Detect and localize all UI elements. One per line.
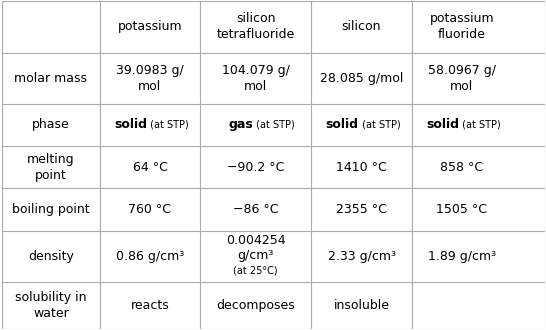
Text: melting
point: melting point: [27, 153, 75, 182]
Text: (at STP): (at STP): [147, 120, 189, 130]
Text: 28.085 g/mol: 28.085 g/mol: [320, 72, 403, 85]
Text: gas: gas: [228, 118, 253, 131]
Text: 2355 °C: 2355 °C: [336, 203, 387, 216]
Text: 760 °C: 760 °C: [128, 203, 171, 216]
Text: molar mass: molar mass: [14, 72, 87, 85]
Text: boiling point: boiling point: [12, 203, 90, 216]
Text: density: density: [28, 250, 74, 263]
Text: 39.0983 g/
mol: 39.0983 g/ mol: [116, 64, 184, 93]
Text: solid: solid: [114, 118, 147, 131]
Text: (at STP): (at STP): [253, 120, 295, 130]
Text: solubility in
water: solubility in water: [15, 291, 87, 320]
Text: potassium
fluoride: potassium fluoride: [430, 13, 494, 42]
Text: (at 25°C): (at 25°C): [234, 266, 278, 276]
Text: (at STP): (at STP): [459, 120, 501, 130]
Text: −90.2 °C: −90.2 °C: [227, 161, 284, 174]
Text: 104.079 g/
mol: 104.079 g/ mol: [222, 64, 290, 93]
Text: potassium: potassium: [117, 20, 182, 33]
Text: decomposes: decomposes: [216, 299, 295, 312]
Text: 58.0967 g/
mol: 58.0967 g/ mol: [428, 64, 496, 93]
Text: 858 °C: 858 °C: [440, 161, 483, 174]
Text: (at STP): (at STP): [359, 120, 401, 130]
Text: 64 °C: 64 °C: [133, 161, 168, 174]
Text: 0.86 g/cm³: 0.86 g/cm³: [116, 250, 184, 263]
Text: −86 °C: −86 °C: [233, 203, 278, 216]
Text: reacts: reacts: [130, 299, 169, 312]
Text: silicon
tetrafluoride: silicon tetrafluoride: [217, 13, 295, 42]
Text: solid: solid: [326, 118, 359, 131]
Text: 0.004254
g/cm³: 0.004254 g/cm³: [226, 234, 286, 262]
Text: phase: phase: [32, 118, 70, 131]
Text: 1410 °C: 1410 °C: [336, 161, 387, 174]
Text: silicon: silicon: [342, 20, 381, 33]
Text: solid: solid: [426, 118, 459, 131]
Text: 1505 °C: 1505 °C: [436, 203, 488, 216]
Text: insoluble: insoluble: [334, 299, 389, 312]
Text: 1.89 g/cm³: 1.89 g/cm³: [428, 250, 496, 263]
Text: 2.33 g/cm³: 2.33 g/cm³: [328, 250, 395, 263]
